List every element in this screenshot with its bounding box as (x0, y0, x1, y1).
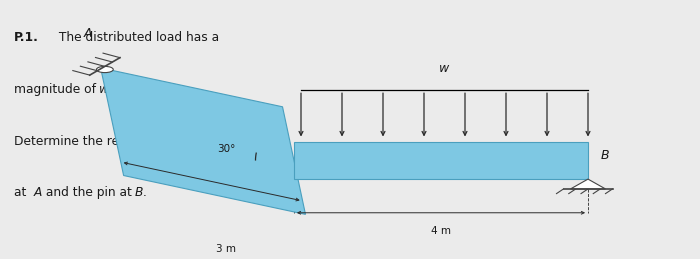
Text: P.1.: P.1. (14, 31, 39, 44)
Text: B: B (135, 186, 143, 199)
Text: .: . (143, 186, 147, 199)
Text: magnitude of: magnitude of (14, 83, 100, 96)
Text: and the pin at: and the pin at (42, 186, 136, 199)
Text: A: A (34, 186, 42, 199)
Text: The distributed load has a: The distributed load has a (55, 31, 218, 44)
Text: 30°: 30° (217, 144, 235, 154)
Text: A: A (83, 27, 92, 40)
Text: 3 m: 3 m (216, 244, 236, 254)
Text: 4 m: 4 m (431, 226, 451, 236)
Circle shape (97, 66, 113, 73)
Polygon shape (101, 68, 305, 214)
Text: = 225 N/m.: = 225 N/m. (108, 83, 183, 96)
Text: Determine the reactions at the roller: Determine the reactions at the roller (14, 135, 239, 148)
Text: w: w (440, 62, 449, 75)
Text: w: w (99, 83, 109, 96)
Text: B: B (601, 148, 609, 162)
Text: at: at (14, 186, 30, 199)
Polygon shape (570, 179, 606, 189)
Polygon shape (294, 142, 588, 179)
